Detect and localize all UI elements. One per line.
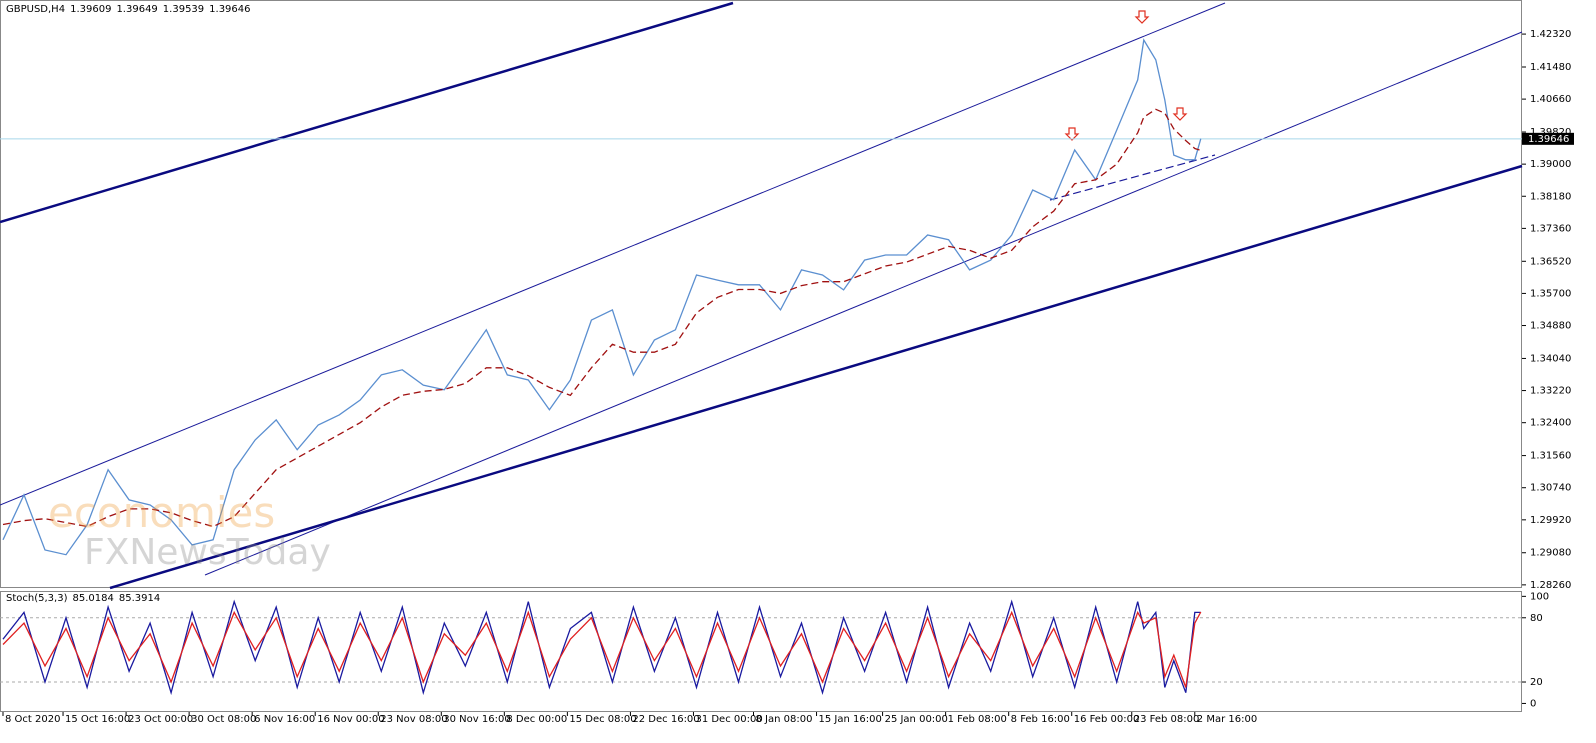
y-tick-label: 0 xyxy=(1530,698,1536,709)
x-tick-label: 23 Nov 08:00 xyxy=(380,714,447,725)
x-tick-label: 23 Oct 00:00 xyxy=(128,714,193,725)
y-tick-label: 1.41480 xyxy=(1530,62,1571,73)
y-tick-label: 1.33220 xyxy=(1530,386,1571,397)
stoch-panel xyxy=(0,591,1522,712)
x-tick-label: 8 Jan 08:00 xyxy=(755,714,812,725)
chart-header: GBPUSD,H4 1.39609 1.39649 1.39539 1.3964… xyxy=(6,4,251,15)
last-price-label: 1.39646 xyxy=(1528,134,1569,145)
last-price-box xyxy=(1522,132,1574,145)
arrows xyxy=(1064,10,1188,141)
y-tick-label: 1.31560 xyxy=(1530,451,1571,462)
y-tick-label: 1.29920 xyxy=(1530,515,1571,526)
series-line xyxy=(2,610,1202,688)
x-tick-label: 8 Oct 2020 xyxy=(5,714,60,725)
x-tick-label: 6 Nov 16:00 xyxy=(254,714,315,725)
trend-line xyxy=(109,164,1523,590)
indicator-value: 85.3914 xyxy=(118,593,161,604)
y-tick-label: 1.39000 xyxy=(1530,159,1571,170)
quote: 1.39539 xyxy=(162,4,205,15)
y-tick-label: 100 xyxy=(1530,591,1549,602)
y-tick-label: 1.40660 xyxy=(1530,94,1571,105)
y-tick-label: 1.35700 xyxy=(1530,288,1571,299)
x-tick-label: 30 Oct 08:00 xyxy=(191,714,256,725)
x-tick-label: 15 Jan 16:00 xyxy=(819,714,882,725)
y-tick-label: 1.38180 xyxy=(1530,191,1571,202)
x-tick-label: 31 Dec 00:00 xyxy=(695,714,762,725)
y-tick-label: 1.28260 xyxy=(1530,580,1571,591)
y-tick-label: 1.34880 xyxy=(1530,321,1571,332)
x-tick-label: 15 Dec 08:00 xyxy=(569,714,636,725)
x-tick-label: 22 Dec 16:00 xyxy=(632,714,699,725)
quote: 1.39646 xyxy=(209,4,251,15)
indicator-value: 85.0184 xyxy=(72,593,114,604)
indicator-name: Stoch(5,3,3) xyxy=(6,593,68,604)
arrow-down xyxy=(1064,127,1080,141)
symbol: GBPUSD,H4 xyxy=(6,4,66,15)
series-line xyxy=(2,108,1201,528)
main-panel xyxy=(0,0,1522,588)
channel-line xyxy=(0,2,1226,506)
channel-line xyxy=(204,31,1523,576)
x-tick-label: 8 Feb 16:00 xyxy=(1011,714,1070,725)
x-tick-label: 23 Feb 08:00 xyxy=(1134,714,1200,725)
series-line xyxy=(2,38,1202,556)
arrow-down xyxy=(1172,107,1188,121)
y-tick-label: 1.29080 xyxy=(1530,548,1571,559)
y-tick-label: 1.37360 xyxy=(1530,223,1571,234)
y-tick-label: 80 xyxy=(1530,613,1543,624)
series-line xyxy=(2,599,1201,696)
watermark: FXNewsToday xyxy=(84,532,331,573)
y-tick-label: 1.39820 xyxy=(1530,127,1571,138)
x-tick-label: 16 Feb 00:00 xyxy=(1074,714,1140,725)
trend-line xyxy=(0,1,734,224)
arrow-down xyxy=(1134,10,1150,24)
x-tick-label: 2 Mar 16:00 xyxy=(1197,714,1257,725)
y-tick-label: 1.30740 xyxy=(1530,483,1571,494)
y-tick-label: 1.32400 xyxy=(1530,418,1571,429)
y-tick-label: 1.42320 xyxy=(1530,29,1571,40)
x-tick-label: 15 Oct 16:00 xyxy=(65,714,130,725)
y-tick-label: 1.36520 xyxy=(1530,256,1571,267)
indicator-header: Stoch(5,3,3) 85.0184 85.3914 xyxy=(6,593,160,604)
x-tick-label: 16 Nov 00:00 xyxy=(317,714,384,725)
x-tick-label: 1 Feb 08:00 xyxy=(948,714,1007,725)
y-tick-label: 1.34040 xyxy=(1530,353,1571,364)
neckline xyxy=(1049,154,1216,201)
quote: 1.39609 xyxy=(70,4,112,15)
watermark: economies xyxy=(48,488,276,537)
x-tick-label: 8 Dec 00:00 xyxy=(506,714,567,725)
x-tick-label: 25 Jan 00:00 xyxy=(885,714,948,725)
quote: 1.39649 xyxy=(116,4,158,15)
y-tick-label: 20 xyxy=(1530,677,1543,688)
x-tick-label: 30 Nov 16:00 xyxy=(443,714,510,725)
